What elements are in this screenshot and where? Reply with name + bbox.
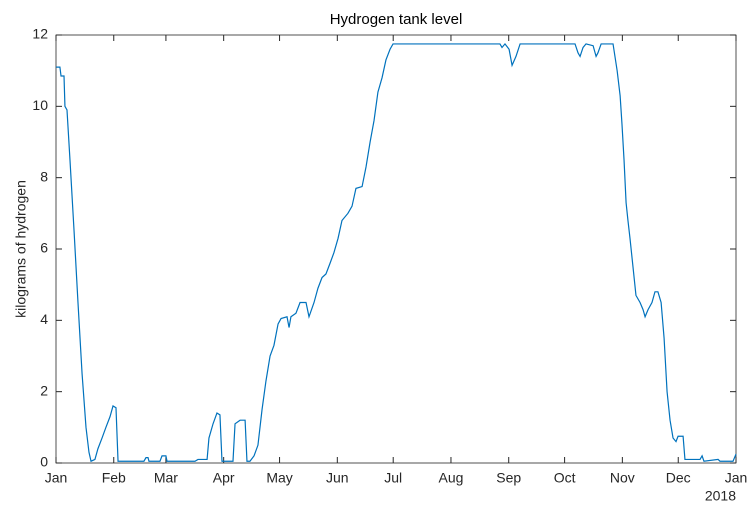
x-tick-label: Jan — [725, 470, 748, 486]
x-tick-label: Jun — [326, 470, 349, 486]
x-tick-label: Jul — [384, 470, 402, 486]
y-axis-label: kilograms of hydrogen — [13, 180, 29, 318]
x-tick-label: May — [266, 470, 292, 486]
x-tick-label: Jan — [45, 470, 68, 486]
x-tick-label: Oct — [554, 470, 576, 486]
chart-title: Hydrogen tank level — [330, 11, 463, 28]
x-tick-label: Nov — [610, 470, 635, 486]
y-tick-label: 6 — [40, 240, 48, 256]
plot-area — [55, 34, 737, 464]
x-tick-label: Feb — [102, 470, 126, 486]
y-tick-label: 8 — [40, 168, 48, 184]
y-tick-label: 12 — [32, 26, 48, 42]
y-tick-label: 0 — [40, 454, 48, 470]
year-label: 2018 — [705, 488, 736, 504]
x-tick-label: Mar — [154, 470, 178, 486]
x-tick-label: Aug — [438, 470, 463, 486]
x-tick-label: Dec — [666, 470, 691, 486]
x-tick-label: Apr — [213, 470, 235, 486]
y-tick-label: 4 — [40, 311, 48, 327]
y-tick-label: 2 — [40, 382, 48, 398]
data-line — [56, 42, 737, 463]
x-tick-label: Sep — [496, 470, 521, 486]
y-tick-label: 10 — [32, 97, 48, 113]
